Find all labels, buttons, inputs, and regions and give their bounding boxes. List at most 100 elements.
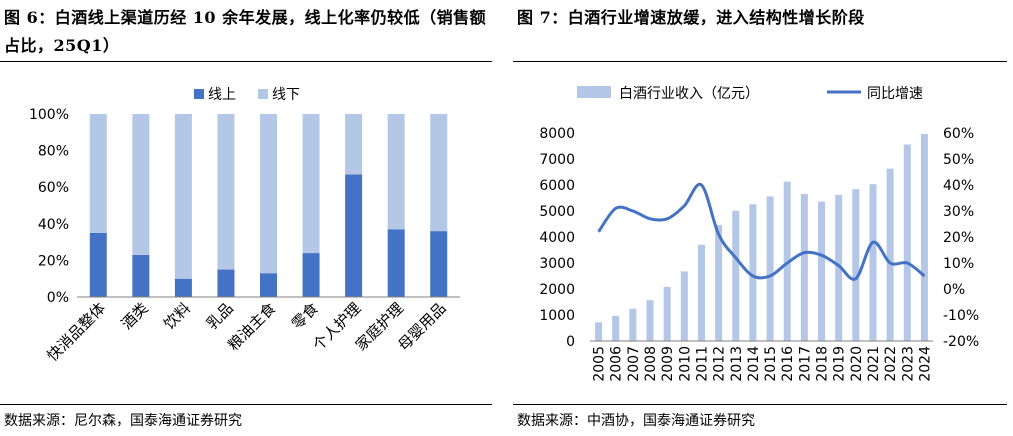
x-year-label: 2011 <box>694 346 710 382</box>
bar-offline <box>89 114 107 233</box>
x-year-label: 2005 <box>592 346 608 382</box>
y-left-tick-label: 1000 <box>539 308 575 324</box>
legend-swatch-online <box>194 89 204 99</box>
bar-offline <box>217 114 235 270</box>
y-right-tick-label: 30% <box>943 204 974 220</box>
bar-revenue <box>886 168 894 341</box>
x-year-label: 2022 <box>883 346 899 382</box>
right-title-rule <box>513 61 1007 62</box>
line-growth-rate <box>597 182 926 281</box>
legend-label-online: 线上 <box>208 87 236 103</box>
left-source-rule <box>0 404 492 405</box>
x-year-label: 2012 <box>712 346 728 382</box>
bar-revenue <box>903 144 911 341</box>
legend-swatch-offline <box>258 89 268 99</box>
bar-revenue <box>920 134 928 341</box>
bar-revenue <box>732 210 740 341</box>
y-tick-label: 40% <box>38 217 69 233</box>
bar-revenue <box>800 194 808 341</box>
x-year-label: 2006 <box>609 346 625 382</box>
y-right-tick-label: 10% <box>943 256 974 272</box>
x-category-label: 饮料 <box>160 299 194 333</box>
bar-offline <box>174 114 192 279</box>
bar-online <box>89 232 107 297</box>
x-year-label: 2017 <box>797 346 813 382</box>
bar-revenue <box>663 286 671 341</box>
x-year-label: 2016 <box>780 346 796 382</box>
y-right-tick-label: 60% <box>943 126 974 142</box>
y-tick-label: 0% <box>47 290 69 306</box>
right-combo-chart: 白酒行业收入（亿元） 同比增速 0 1000 2000 3000 4000 5000 6000 7… <box>539 86 979 382</box>
x-year-label: 2014 <box>746 346 762 382</box>
y-tick-label: 20% <box>38 253 69 269</box>
bar-revenue <box>697 244 705 341</box>
bar-offline <box>387 114 405 230</box>
bar-revenue <box>835 194 843 341</box>
right-figure-title: 图 7：白酒行业增速放缓，进入结构性增长阶段 <box>517 8 865 27</box>
legend-swatch-revenue <box>577 86 611 98</box>
y-tick-label: 60% <box>38 180 69 196</box>
bar-offline <box>430 114 448 232</box>
left-source-note: 数据来源：尼尔森，国泰海通证券研究 <box>4 413 242 429</box>
bar-revenue <box>766 196 774 341</box>
x-category-label: 酒类 <box>118 299 152 333</box>
bar-online <box>345 174 363 297</box>
bar-revenue <box>852 189 860 341</box>
bar-offline <box>260 114 277 274</box>
bar-online <box>260 273 277 297</box>
y-tick-label: 80% <box>38 144 69 160</box>
x-year-label: 2019 <box>832 346 848 382</box>
right-source-note: 数据来源：中酒协，国泰海通证券研究 <box>517 413 755 429</box>
bar-revenue <box>715 225 723 341</box>
x-category-label: 母婴用品 <box>394 299 449 354</box>
bar-online <box>132 254 150 297</box>
legend-label-revenue: 白酒行业收入（亿元） <box>619 86 759 102</box>
bar-online <box>217 269 235 297</box>
y-left-tick-label: 6000 <box>539 178 575 194</box>
y-left-tick-label: 5000 <box>539 204 575 220</box>
x-category-label: 快消品整体 <box>43 299 109 365</box>
bar-revenue <box>869 184 877 341</box>
y-right-tick-label: -20% <box>943 334 979 350</box>
bar-offline <box>132 114 150 255</box>
legend-label-offline: 线下 <box>272 87 300 103</box>
bar-revenue <box>595 322 603 341</box>
left-title-rule <box>0 61 492 62</box>
x-year-label: 2013 <box>729 346 745 382</box>
x-category-label: 粮油主食 <box>224 299 279 354</box>
y-right-tick-label: 0% <box>943 282 965 298</box>
x-year-label: 2007 <box>626 346 642 382</box>
x-year-label: 2015 <box>763 346 779 382</box>
y-left-tick-label: 8000 <box>539 126 575 142</box>
x-category-label: 乳品 <box>203 299 237 333</box>
bar-offline <box>302 114 320 254</box>
right-source-rule <box>513 404 1007 405</box>
x-year-label: 2010 <box>677 346 693 382</box>
bar-online <box>430 231 448 297</box>
x-year-label: 2008 <box>643 346 659 382</box>
y-left-tick-label: 3000 <box>539 256 575 272</box>
y-right-tick-label: 40% <box>943 178 974 194</box>
bar-revenue <box>680 271 688 341</box>
left-figure-panel: 图 6：白酒线上渠道历经 10 余年发展，线上化率仍较低（销售额占比，25Q1）… <box>0 0 492 436</box>
bar-revenue <box>612 315 620 341</box>
y-right-tick-label: 20% <box>943 230 974 246</box>
y-left-tick-label: 4000 <box>539 230 575 246</box>
bar-online <box>387 229 405 297</box>
bar-online <box>174 278 192 297</box>
y-left-tick-label: 0 <box>566 334 575 350</box>
bar-revenue <box>818 201 826 341</box>
bar-offline <box>345 114 363 175</box>
legend-label-growth: 同比增速 <box>867 86 923 102</box>
x-year-label: 2024 <box>917 346 933 382</box>
x-year-label: 2021 <box>866 346 882 382</box>
x-category-label: 零食 <box>288 299 322 333</box>
right-figure-panel: 图 7：白酒行业增速放缓，进入结构性增长阶段 白酒行业收入（亿元） 同比增速 0 10… <box>513 0 1007 436</box>
bar-revenue <box>646 300 654 341</box>
left-figure-title: 图 6：白酒线上渠道历经 10 余年发展，线上化率仍较低（销售额占比，25Q1） <box>4 8 487 55</box>
bar-online <box>302 253 320 297</box>
x-year-label: 2020 <box>849 346 865 382</box>
y-right-tick-label: 50% <box>943 152 974 168</box>
y-left-tick-label: 2000 <box>539 282 575 298</box>
